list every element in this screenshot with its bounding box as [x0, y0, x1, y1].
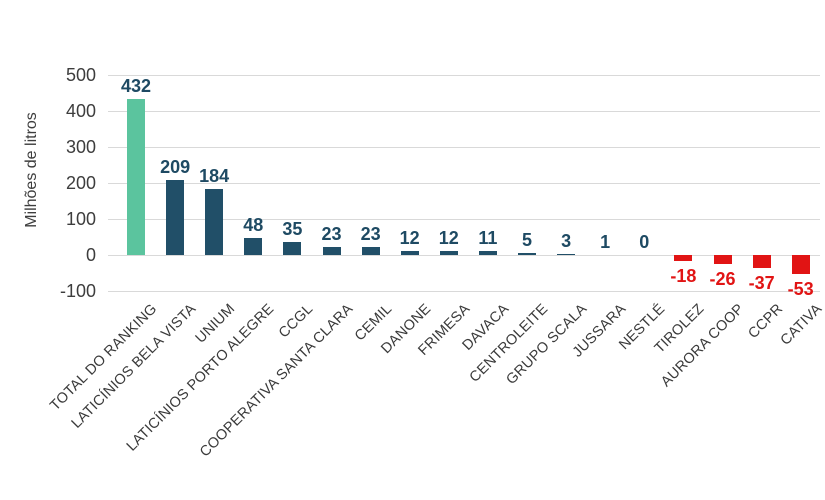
- value-label: 432: [120, 76, 152, 97]
- value-label: -37: [748, 273, 775, 294]
- value-label: 12: [399, 227, 420, 248]
- bar: [791, 255, 810, 275]
- gridline: [108, 182, 820, 184]
- y-axis-tick: 100: [65, 209, 96, 229]
- value-label: -53: [787, 279, 814, 300]
- value-label: 209: [160, 156, 191, 177]
- y-axis-tick: 200: [65, 173, 96, 193]
- value-label: 12: [438, 227, 459, 248]
- y-axis-tick: 300: [65, 137, 96, 157]
- bar: [322, 246, 341, 255]
- y-axis-tick: 500: [65, 65, 96, 85]
- bar: [361, 246, 380, 255]
- value-label: 23: [321, 223, 342, 244]
- value-label: 3: [561, 230, 572, 251]
- value-label: 48: [243, 214, 264, 235]
- bar: [752, 255, 771, 269]
- bar: [244, 237, 263, 255]
- gridline: [108, 290, 820, 292]
- y-axis-tick: 400: [65, 101, 96, 121]
- bar: [166, 179, 185, 255]
- bar: [478, 251, 497, 255]
- bar: [713, 255, 732, 265]
- bar: [674, 255, 693, 262]
- bar: [518, 253, 536, 255]
- y-axis-tick: 0: [85, 245, 96, 265]
- value-label: -26: [709, 269, 736, 290]
- bar: [205, 188, 224, 255]
- bar: [439, 250, 458, 255]
- value-label: 23: [360, 223, 381, 244]
- bar: [400, 250, 419, 255]
- value-label: 11: [478, 228, 498, 249]
- bar: [283, 242, 302, 255]
- value-label: 184: [199, 165, 230, 186]
- value-label: 0: [639, 232, 650, 252]
- bar: [127, 99, 145, 255]
- value-label: 35: [282, 219, 303, 240]
- gridline: [108, 74, 820, 76]
- value-label: 1: [600, 231, 611, 252]
- value-label: -18: [670, 266, 697, 287]
- gridline: [108, 254, 820, 256]
- gridline: [108, 218, 820, 220]
- y-axis-tick: -100: [59, 281, 96, 301]
- gridline: [108, 110, 820, 112]
- gridline: [108, 146, 820, 148]
- value-label: 5: [521, 230, 532, 251]
- bar: [557, 253, 576, 255]
